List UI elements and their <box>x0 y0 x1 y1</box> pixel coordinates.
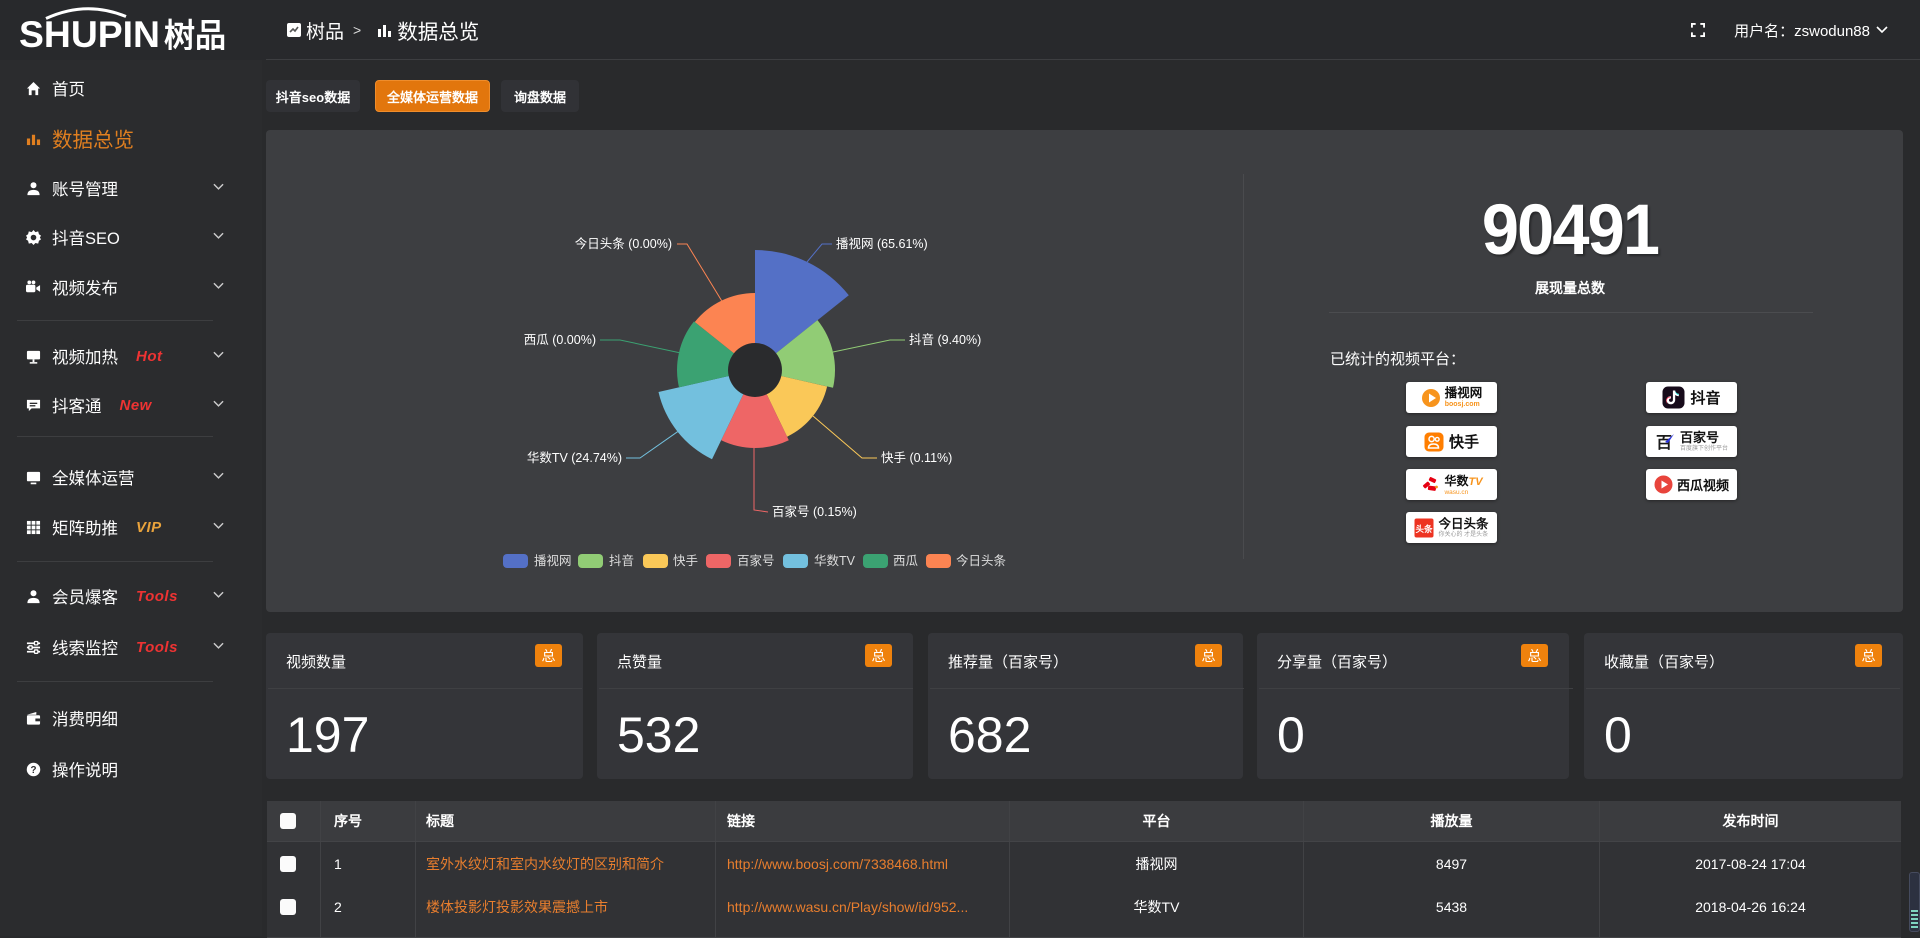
svg-text:今日头条: 今日头条 <box>956 553 1007 568</box>
svg-text:百家号 (0.15%): 百家号 (0.15%) <box>772 504 857 519</box>
svg-text:华数TV (24.74%): 华数TV (24.74%) <box>527 450 622 465</box>
svg-text:抖音: 抖音 <box>609 553 634 568</box>
svg-text:头条: 头条 <box>1416 524 1434 534</box>
svg-text:华数TV: 华数TV <box>814 553 856 568</box>
svg-text:SHUPIN: SHUPIN <box>19 14 160 50</box>
svg-text:快手 (0.11%): 快手 (0.11%) <box>881 451 952 465</box>
svg-text:西瓜: 西瓜 <box>893 554 919 568</box>
svg-text:快手: 快手 <box>673 554 698 568</box>
svg-text:树品: 树品 <box>164 17 226 50</box>
svg-text:播视网: 播视网 <box>534 553 572 568</box>
svg-text:播视网 (65.61%): 播视网 (65.61%) <box>836 236 928 251</box>
svg-text:西瓜 (0.00%): 西瓜 (0.00%) <box>524 333 596 347</box>
svg-text:百: 百 <box>1656 434 1672 452</box>
svg-text:抖音 (9.40%): 抖音 (9.40%) <box>909 332 981 347</box>
svg-text:?: ? <box>30 764 36 775</box>
svg-text:今日头条 (0.00%): 今日头条 (0.00%) <box>575 236 672 251</box>
svg-text:百家号: 百家号 <box>737 553 775 568</box>
